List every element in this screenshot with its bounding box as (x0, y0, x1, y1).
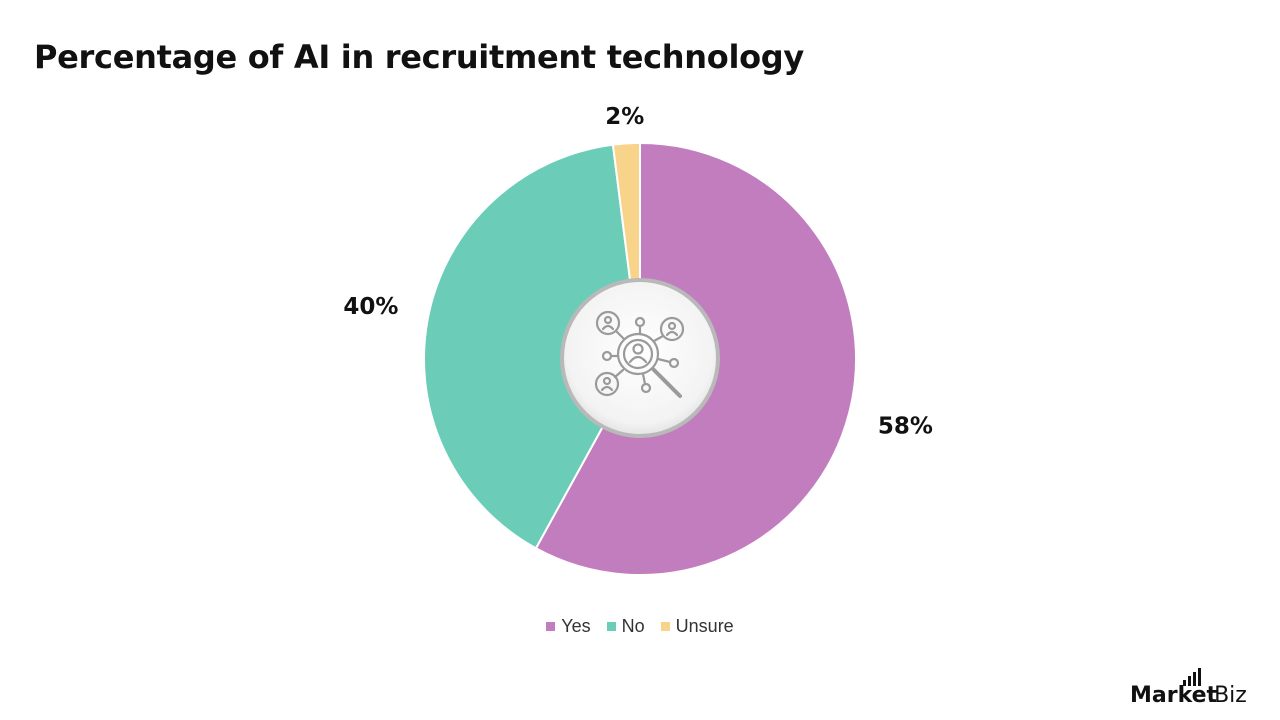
legend-swatch (606, 622, 616, 631)
marketbiz-logo: Market .Biz (1130, 668, 1247, 708)
legend-label: No (621, 616, 645, 636)
logo-text-suffix: .Biz (1207, 683, 1247, 708)
logo-bars-icon (1183, 668, 1202, 686)
legend-label: Unsure (675, 616, 734, 636)
pie-slice-labels: 58% 40% 2% (343, 104, 933, 440)
legend-item-unsure: Unsure (660, 616, 734, 637)
slice-label-yes: 58% (878, 414, 933, 440)
legend-item-yes: Yes (546, 616, 591, 637)
legend-swatch (546, 622, 556, 631)
recruitment-network-search-icon (594, 310, 685, 398)
legend-label: Yes (561, 616, 591, 636)
logo-text-main: Market (1130, 683, 1218, 708)
legend-swatch (660, 622, 670, 631)
pie-slice-no (423, 143, 642, 550)
slice-label-unsure: 2% (605, 104, 644, 130)
chart-title: Percentage of AI in recruitment technolo… (34, 38, 804, 76)
legend-item-no: No (606, 616, 645, 637)
slice-label-no: 40% (343, 294, 398, 320)
legend: Yes No Unsure (0, 616, 1280, 637)
center-icon-badge (560, 278, 720, 438)
